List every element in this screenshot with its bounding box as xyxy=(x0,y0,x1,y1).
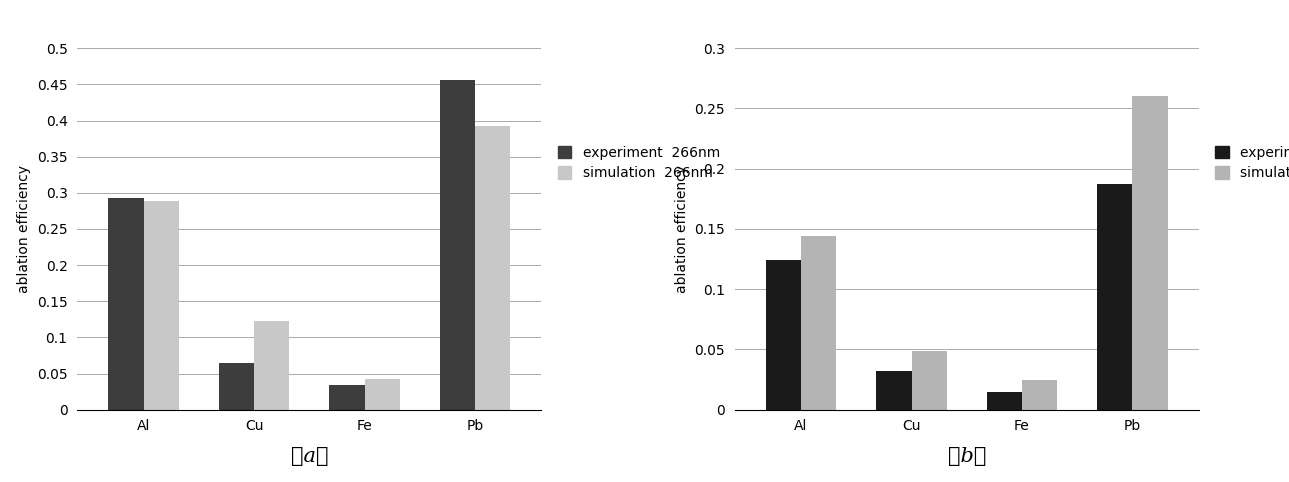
Legend: experiment  532nm, simulation  532nm: experiment 532nm, simulation 532nm xyxy=(1216,146,1289,180)
Bar xyxy=(1022,380,1057,410)
Bar xyxy=(800,236,837,410)
Bar xyxy=(1097,185,1133,410)
Bar xyxy=(108,198,143,410)
Bar xyxy=(254,321,290,410)
Text: （a）: （a） xyxy=(290,447,329,466)
Bar xyxy=(143,201,179,410)
Bar xyxy=(219,362,254,410)
Bar xyxy=(1133,96,1168,410)
Bar xyxy=(877,371,911,410)
Y-axis label: ablation efficiency: ablation efficiency xyxy=(674,165,688,293)
Text: （b）: （b） xyxy=(947,447,986,466)
Bar xyxy=(476,125,510,410)
Bar xyxy=(986,391,1022,410)
Bar xyxy=(329,385,365,410)
Y-axis label: ablation efficiency: ablation efficiency xyxy=(17,165,31,293)
Bar xyxy=(766,260,800,410)
Bar xyxy=(440,80,476,410)
Legend: experiment  266nm, simulation  266nm: experiment 266nm, simulation 266nm xyxy=(558,146,719,180)
Bar xyxy=(911,351,947,410)
Bar xyxy=(365,379,400,410)
